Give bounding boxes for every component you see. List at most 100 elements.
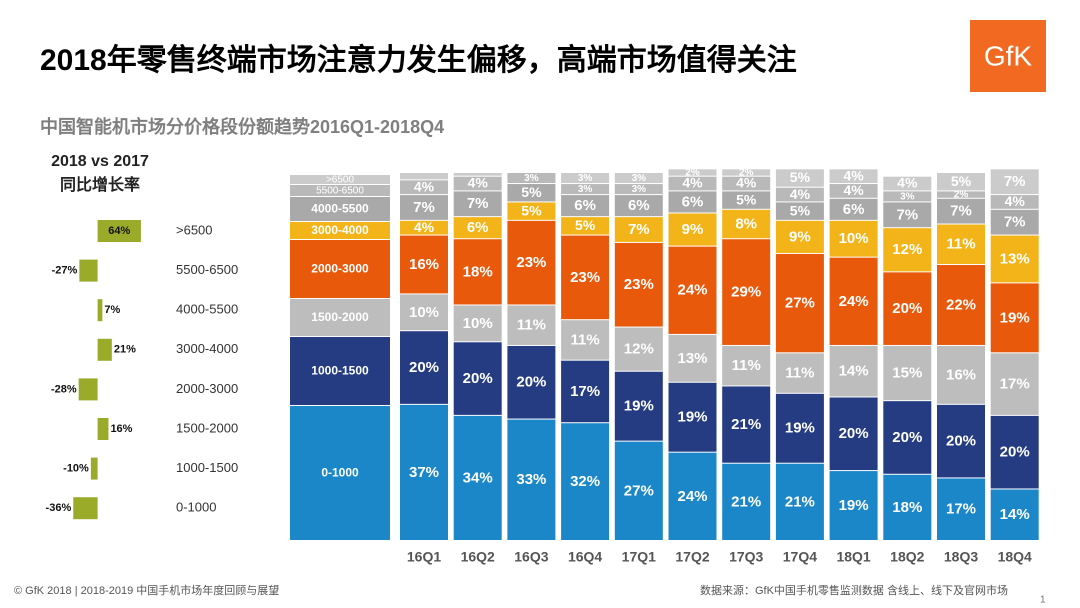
bar-segment: [668, 191, 717, 213]
value-label: 16%: [946, 366, 976, 383]
value-label: 20%: [463, 370, 493, 387]
value-label: 13%: [1000, 250, 1030, 267]
footer-right: 数据来源：GfK中国手机零售监测数据 含线上、线下及官网市场: [700, 583, 1008, 597]
value-label: 3%: [900, 192, 915, 203]
bar-segment: [829, 169, 878, 184]
value-label: 21%: [785, 493, 815, 510]
value-label: 19%: [1000, 309, 1030, 326]
bar-segment: [883, 401, 932, 474]
bar-segment: [561, 184, 610, 195]
bar-segment: [829, 184, 878, 198]
bar-segment: [453, 239, 502, 305]
legend-swatch: [290, 337, 390, 405]
left-chart-subtitle: 同比增长率: [60, 175, 140, 194]
bar-segment: [453, 191, 502, 217]
value-label: 20%: [892, 300, 922, 317]
growth-label: 21%: [114, 344, 136, 356]
value-label: 5%: [575, 217, 596, 233]
bar-segment: [614, 184, 663, 195]
value-label: 3%: [632, 173, 647, 184]
value-label: 11%: [785, 365, 814, 382]
legend-swatch: [290, 222, 390, 239]
x-tick-label: 16Q1: [407, 549, 441, 565]
legend-swatch: [290, 175, 390, 184]
x-tick-label: 18Q1: [836, 549, 870, 565]
value-label: 11%: [570, 331, 599, 348]
bar-segment: [722, 345, 771, 386]
value-label: 17%: [946, 501, 976, 518]
growth-label: 7%: [104, 304, 120, 316]
bar-segment: [829, 198, 878, 220]
bar-segment: [507, 419, 556, 540]
growth-bar: [97, 299, 103, 322]
value-label: 19%: [785, 420, 815, 437]
bar-segment: [507, 305, 556, 345]
bar-segment: [775, 202, 824, 220]
bar-segment: [668, 246, 717, 334]
growth-bar: [97, 418, 109, 440]
growth-category: 1000-1500: [176, 460, 238, 475]
bar-segment: [453, 305, 502, 342]
value-label: 10%: [839, 230, 869, 247]
value-label: 17%: [570, 383, 600, 400]
legend-swatch: [290, 185, 390, 196]
bar-segment: [883, 345, 932, 401]
value-label: 6%: [682, 193, 704, 210]
bar-segment: [561, 173, 610, 184]
value-label: 21%: [731, 416, 761, 433]
growth-bar: [79, 259, 98, 282]
value-label: 24%: [677, 282, 707, 299]
value-label: 15%: [892, 365, 922, 382]
bar-segment: [722, 176, 771, 191]
value-label: 10%: [463, 315, 493, 332]
bar-segment: [400, 235, 448, 294]
value-label: 2%: [954, 190, 969, 201]
growth-category: 0-1000: [176, 500, 216, 515]
bar-segment: [722, 386, 771, 463]
bar-segment: [722, 209, 771, 239]
value-label: 23%: [516, 254, 546, 271]
bar-segment: [507, 202, 556, 220]
x-tick-label: 18Q4: [998, 549, 1032, 565]
value-label: 4%: [1005, 193, 1026, 209]
value-label: 2%: [685, 168, 700, 179]
x-tick-label: 17Q4: [783, 549, 817, 565]
value-label: 11%: [732, 357, 761, 374]
bar-segment: [722, 239, 771, 345]
bar-segment: [453, 173, 502, 176]
bar-segment: [561, 320, 610, 360]
value-label: 33%: [516, 471, 546, 488]
value-label: 3%: [578, 173, 593, 184]
bar-segment: [722, 169, 771, 176]
value-label: 4%: [843, 167, 864, 183]
growth-label: 64%: [108, 225, 130, 237]
bar-segment: [400, 294, 448, 331]
value-label: 19%: [677, 409, 707, 426]
bar-segment: [829, 471, 878, 540]
bar-segment: [937, 265, 985, 345]
bar-segment: [614, 327, 663, 371]
value-label: 14%: [839, 363, 869, 380]
title: 2018年零售终端市场注意力发生偏移，高端市场值得关注: [40, 43, 797, 77]
growth-label: -27%: [52, 265, 78, 277]
bar-segment: [400, 173, 448, 180]
bar-segment: [400, 195, 448, 220]
bar-segment: [937, 345, 985, 404]
bar-segment: [668, 169, 717, 176]
bar-segment: [775, 463, 824, 540]
bar-segment: [668, 334, 717, 382]
bar-segment: [937, 198, 985, 224]
subtitle: 中国智能机市场分价格段份额趋势2016Q1-2018Q4: [40, 116, 444, 137]
value-label: 34%: [463, 469, 493, 486]
bar-segment: [400, 220, 448, 235]
growth-category: 2000-3000: [176, 381, 238, 396]
value-label: 6%: [467, 219, 489, 236]
x-tick-label: 17Q2: [675, 549, 709, 565]
legend-label: 1000-1500: [311, 364, 369, 378]
value-label: 9%: [789, 228, 811, 245]
bar-segment: [400, 180, 448, 195]
bar-segment: [668, 452, 717, 540]
value-label: 24%: [677, 488, 707, 505]
growth-bar: [97, 220, 141, 242]
